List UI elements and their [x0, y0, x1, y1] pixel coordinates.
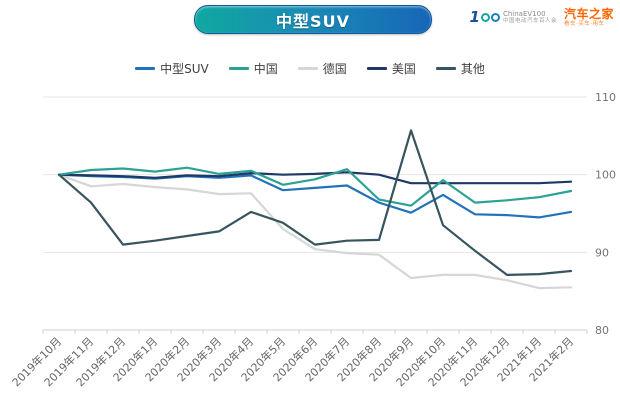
autohome-logo: 汽车之家 看车·买车·用车: [563, 7, 614, 28]
ev100-subtitle: 中国电动汽车百人会: [502, 18, 557, 25]
legend-swatch: [366, 67, 387, 70]
series-line-其他: [57, 129, 573, 276]
y-axis-label: 110: [595, 91, 616, 104]
chart-title-pill: 中型SUV: [194, 5, 432, 34]
legend-item-中国: 中国: [228, 60, 278, 77]
ev100-digit: 1: [469, 8, 480, 27]
legend-swatch: [135, 67, 156, 70]
y-axis-label: 90: [595, 246, 609, 259]
page-title: 中型SUV: [276, 11, 350, 31]
ev100-ring-icon: [480, 13, 490, 23]
legend-swatch: [435, 67, 456, 70]
series-line-中国: [57, 166, 573, 207]
series-line-美国: [57, 171, 573, 185]
legend-label: 德国: [322, 62, 347, 76]
chart-area: 80 90 100 110 2019年10月 2019年11月 2019年12月 2020年1…: [0, 85, 620, 408]
legend-label: 中国: [253, 62, 278, 76]
ev100-mark-icon: 1: [470, 10, 500, 25]
autohome-subtitle: 看车·买车·用车: [563, 21, 605, 28]
y-axis-label: 80: [595, 324, 609, 337]
legend-label: 其他: [460, 62, 485, 76]
chinaev100-logo: 1 ChinaEV100 中国电动汽车百人会: [470, 10, 557, 25]
legend-swatch: [228, 67, 249, 70]
legend-label: 中型SUV: [160, 62, 209, 76]
legend-item-中型SUV: 中型SUV: [135, 60, 209, 77]
legend-label: 美国: [391, 62, 416, 76]
legend-item-德国: 德国: [297, 60, 347, 77]
series-line-中型SUV: [57, 173, 573, 219]
ev100-ring-icon: [490, 13, 500, 23]
autohome-name: 汽车之家: [563, 7, 614, 21]
ev100-name: ChinaEV100: [502, 10, 546, 19]
legend-item-其他: 其他: [435, 60, 485, 77]
chart-legend: 中型SUV 中国 德国 美国 其他: [0, 60, 620, 77]
legend-swatch: [297, 67, 318, 70]
legend-item-美国: 美国: [366, 60, 416, 77]
header-logos: 1 ChinaEV100 中国电动汽车百人会 汽车之家 看车·买车·用车: [470, 7, 614, 28]
y-axis-label: 100: [595, 169, 616, 182]
series-line-德国: [57, 173, 573, 290]
chart-svg: 80901001102019年10月2019年11月2019年12月2020年1…: [9, 91, 616, 389]
